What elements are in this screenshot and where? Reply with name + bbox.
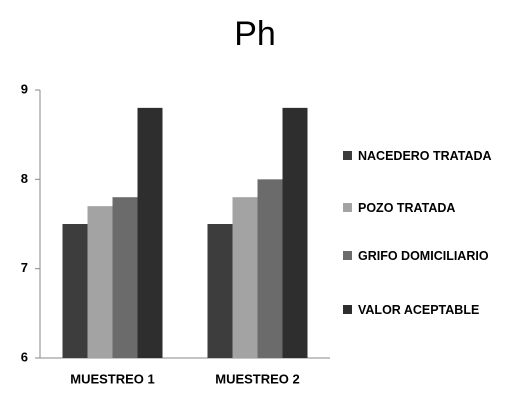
bar — [282, 107, 308, 358]
legend-swatch — [343, 251, 352, 260]
chart-title: Ph — [234, 15, 276, 53]
legend-label: NACEDERO TRATADA — [358, 149, 492, 163]
x-tick-label: MUESTREO 1 — [70, 371, 155, 386]
legend-label: POZO TRATADA — [358, 201, 456, 215]
bar — [232, 197, 258, 358]
y-tick-label: 7 — [21, 260, 28, 275]
x-tick-label: MUESTREO 2 — [215, 371, 300, 386]
bar — [137, 107, 163, 358]
legend-item: GRIFO DOMICILIARIO — [343, 245, 503, 267]
legend-swatch — [343, 203, 352, 212]
legend-item: POZO TRATADA — [343, 197, 503, 219]
legend-label: VALOR ACEPTABLE — [358, 303, 480, 317]
y-tick-label: 6 — [21, 349, 28, 364]
y-tick-label: 8 — [21, 171, 28, 186]
legend-item: NACEDERO TRATADA — [343, 145, 503, 167]
bar — [257, 179, 283, 358]
legend-item: VALOR ACEPTABLE — [343, 299, 503, 321]
bar — [207, 224, 233, 358]
legend-label: GRIFO DOMICILIARIO — [358, 249, 489, 263]
bar — [87, 206, 113, 358]
bar — [112, 197, 138, 358]
legend-swatch — [343, 305, 352, 314]
bar — [62, 224, 88, 358]
y-tick-label: 9 — [21, 81, 28, 96]
legend-swatch — [343, 151, 352, 160]
